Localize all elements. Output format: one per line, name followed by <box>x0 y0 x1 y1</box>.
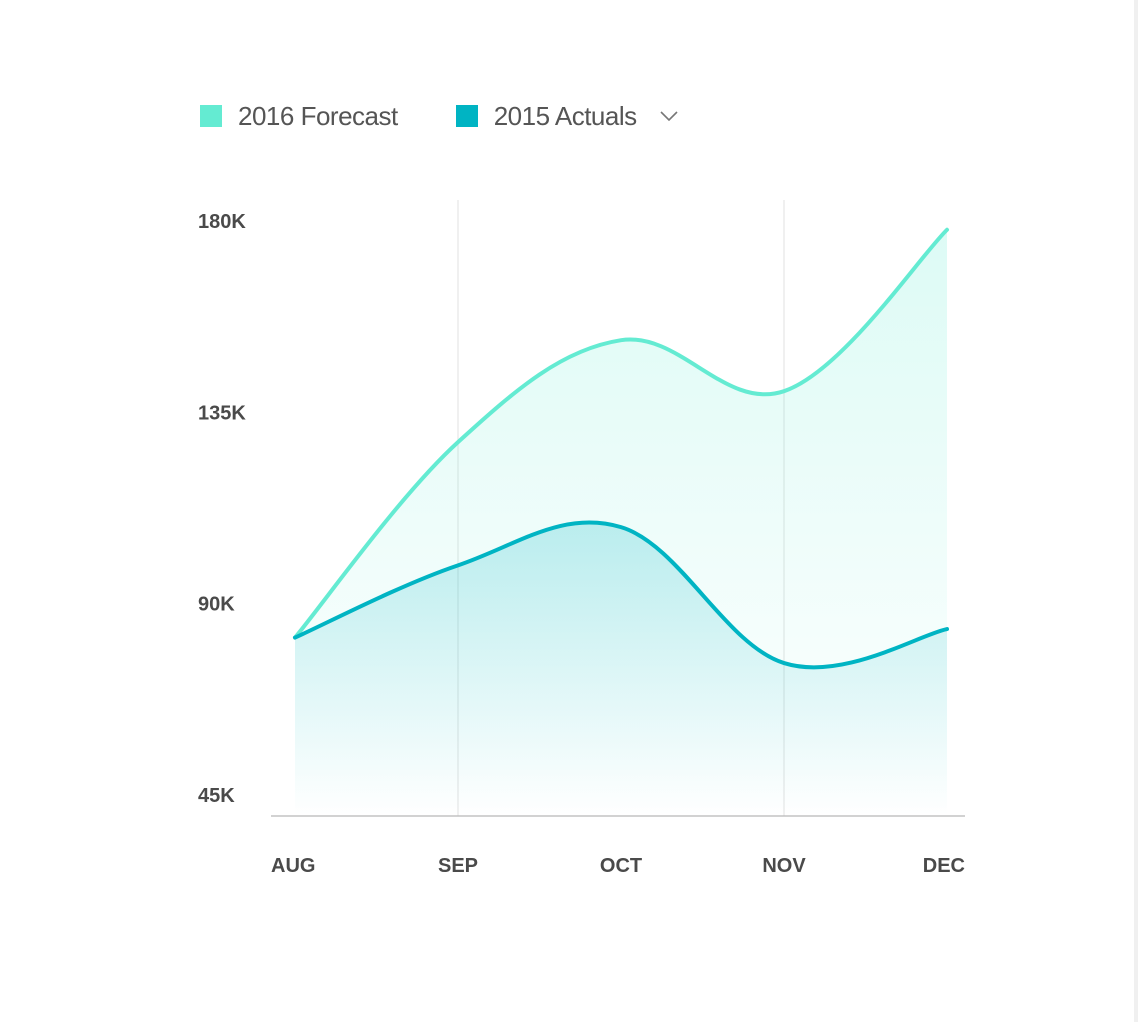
x-tick-label-dec: DEC <box>923 855 965 877</box>
area-fill-actuals <box>295 522 947 816</box>
data-point-actuals-oct[interactable] <box>619 525 623 529</box>
x-tick-label-oct: OCT <box>600 855 642 877</box>
data-point-actuals-sep[interactable] <box>456 563 460 567</box>
y-tick-label: 90K <box>198 594 235 616</box>
data-point-forecast-oct[interactable] <box>619 338 623 342</box>
y-axis-ticks: 180K 135K 90K 45K <box>198 211 246 807</box>
legend-swatch-actuals <box>455 105 478 127</box>
y-tick-label: 135K <box>198 402 246 424</box>
data-point-forecast-dec[interactable] <box>945 228 949 232</box>
data-point-actuals-aug[interactable] <box>293 636 297 640</box>
x-tick-label-aug: AUG <box>271 855 315 877</box>
legend-label-actuals: 2015 Actuals <box>493 100 637 131</box>
legend-swatch-forecast <box>200 105 222 127</box>
legend-item-actuals[interactable]: 2015 Actuals <box>455 100 679 132</box>
chart-legend: 2016 Forecast 2015 Actuals <box>200 98 679 134</box>
data-point-forecast-sep[interactable] <box>456 440 460 444</box>
data-point-actuals-dec[interactable] <box>945 627 949 631</box>
legend-label-forecast: 2016 Forecast <box>238 100 398 131</box>
series-lines <box>293 227 949 670</box>
series-line-forecast[interactable] <box>293 227 949 640</box>
x-tick-label-sep: SEP <box>438 855 478 877</box>
window-edge <box>1134 0 1138 1022</box>
data-point-actuals-nov[interactable] <box>782 661 786 665</box>
legend-item-forecast[interactable]: 2016 Forecast <box>200 101 398 132</box>
x-axis-ticks: AUG SEP OCT NOV DEC <box>271 855 965 877</box>
chevron-down-icon[interactable] <box>659 109 679 123</box>
x-tick-label-nov: NOV <box>762 855 806 877</box>
y-tick-label: 180K <box>198 211 246 233</box>
series-line-actuals[interactable] <box>293 520 949 670</box>
data-point-forecast-nov[interactable] <box>782 389 786 393</box>
series-areas <box>295 229 947 817</box>
y-tick-label: 45K <box>198 785 235 807</box>
